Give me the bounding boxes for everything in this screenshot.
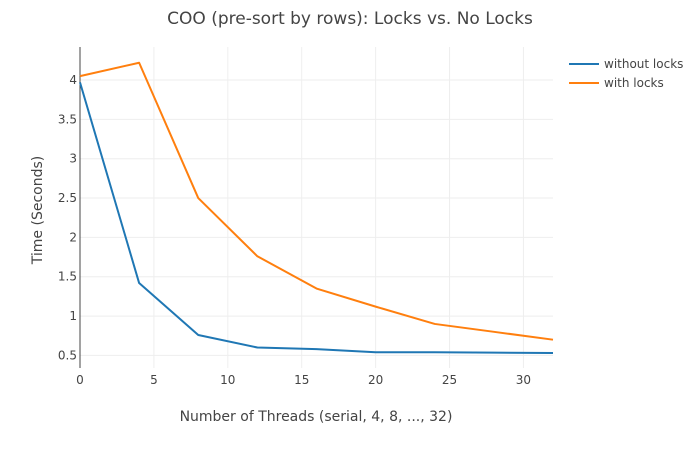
x-tick-label: 10 <box>220 373 235 387</box>
y-tick-label: 4 <box>69 73 77 87</box>
chart-title: COO (pre-sort by rows): Locks vs. No Loc… <box>167 9 533 29</box>
y-tick-label: 2 <box>69 230 77 244</box>
legend-label: with locks <box>604 76 664 90</box>
series-line-without-locks <box>79 82 554 355</box>
x-axis-title: Number of Threads (serial, 4, 8, ..., 32… <box>180 409 453 425</box>
legend[interactable]: without locks with locks <box>569 57 683 90</box>
x-tick-label: 20 <box>368 373 383 387</box>
x-tick-label: 30 <box>516 373 531 387</box>
gridlines <box>80 47 553 368</box>
y-tick-label: 1 <box>69 309 77 323</box>
legend-item[interactable]: with locks <box>569 76 664 90</box>
x-tick-label: 15 <box>294 373 309 387</box>
y-axis-title: Time (Seconds) <box>30 156 46 265</box>
legend-item[interactable]: without locks <box>569 57 683 71</box>
x-tick-label: 0 <box>76 373 84 387</box>
y-tick-label: 2.5 <box>58 191 77 205</box>
y-tick-label: 1.5 <box>58 270 77 284</box>
y-tick-label: 3 <box>69 152 77 166</box>
y-tick-label: 0.5 <box>58 348 77 362</box>
series-lines <box>79 61 554 355</box>
x-tick-label: 25 <box>442 373 457 387</box>
y-tick-label: 3.5 <box>58 112 77 126</box>
x-tick-label: 5 <box>150 373 158 387</box>
series-line-with-locks <box>79 61 554 341</box>
legend-label: without locks <box>604 57 683 71</box>
tick-labels: 0 5 10 15 20 25 30 0.5 1 1.5 2 2.5 3 3.5 4 <box>58 73 531 387</box>
